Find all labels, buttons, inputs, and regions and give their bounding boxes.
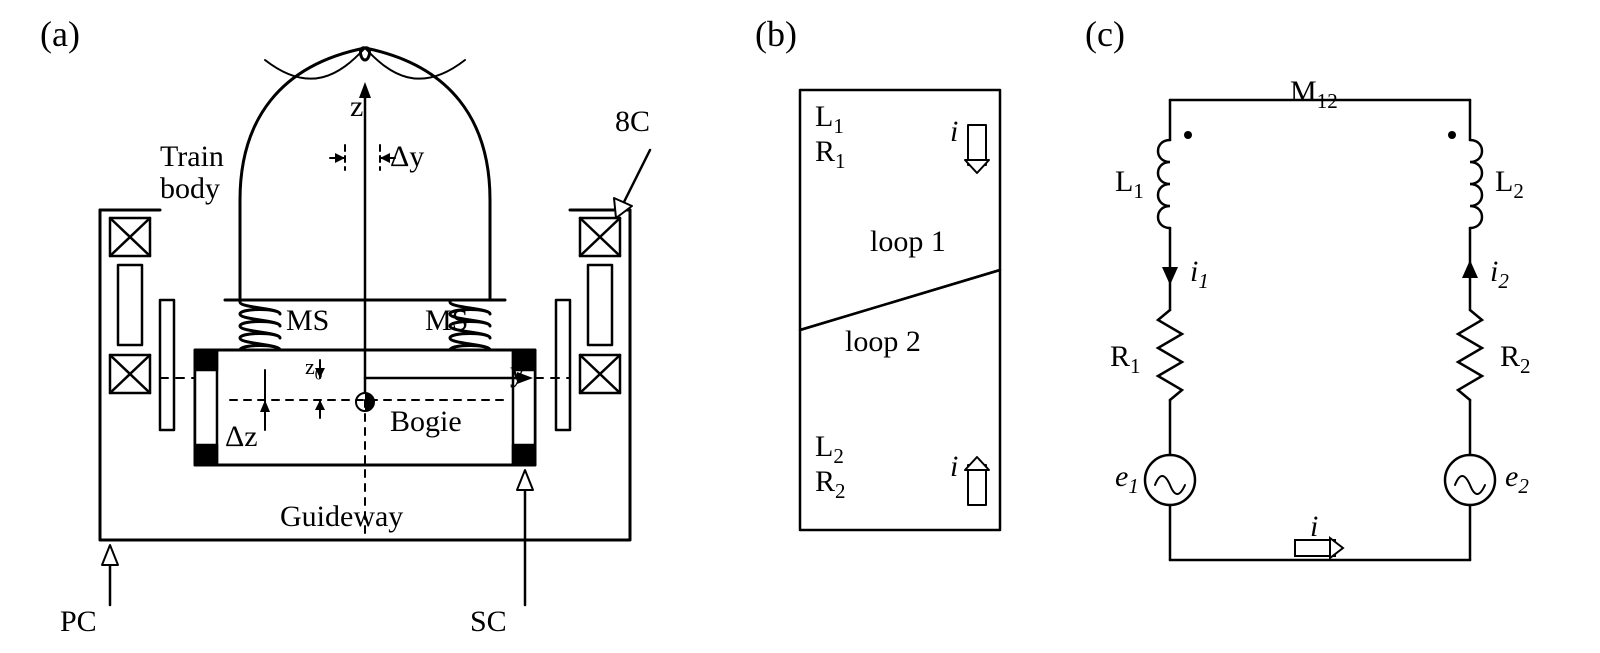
y-axis-label: y: [510, 355, 525, 388]
c-L2-label: L2: [1495, 165, 1524, 203]
train-label-2: body: [160, 172, 220, 205]
bogie-label: Bogie: [390, 405, 462, 438]
panel-c-svg: [1100, 60, 1540, 600]
b-L2-label: L2: [815, 430, 844, 468]
c-R1-label: R1: [1110, 340, 1141, 378]
b-i-top-label: i: [950, 115, 958, 148]
b-L1-label: L1: [815, 100, 844, 138]
dz-label: Δz: [225, 420, 258, 453]
z-axis-label: z: [350, 90, 363, 123]
b-i-bot-label: i: [950, 450, 958, 483]
z0-label: z0: [305, 355, 322, 384]
b-R2-label: R2: [815, 465, 846, 503]
b-loop1-label: loop 1: [870, 225, 946, 258]
c-e1-label: e1: [1115, 460, 1139, 498]
c-i1-label: i1: [1190, 255, 1209, 293]
panel-label-c: (c): [1085, 15, 1125, 55]
panel-label-b: (b): [755, 15, 797, 55]
guideway-label: Guideway: [280, 500, 403, 533]
c-M12-label: M12: [1290, 75, 1338, 113]
b-loop2-label: loop 2: [845, 325, 921, 358]
sc-label: SC: [470, 605, 507, 638]
train-label-1: Train: [160, 140, 224, 173]
b-R1-label: R1: [815, 135, 846, 173]
dy-label: Δy: [390, 140, 424, 173]
figure-canvas: (a): [0, 0, 1600, 653]
ms-left-label: MS: [286, 304, 329, 337]
ms-right-label: MS: [425, 304, 468, 337]
pc-label: PC: [60, 605, 97, 638]
c-i-bot-label: i: [1310, 510, 1318, 543]
eightc-label: 8C: [615, 105, 650, 138]
panel-a-svg: [30, 0, 730, 640]
c-e2-label: e2: [1505, 460, 1529, 498]
c-i2-label: i2: [1490, 255, 1509, 293]
c-L1-label: L1: [1115, 165, 1144, 203]
c-R2-label: R2: [1500, 340, 1531, 378]
